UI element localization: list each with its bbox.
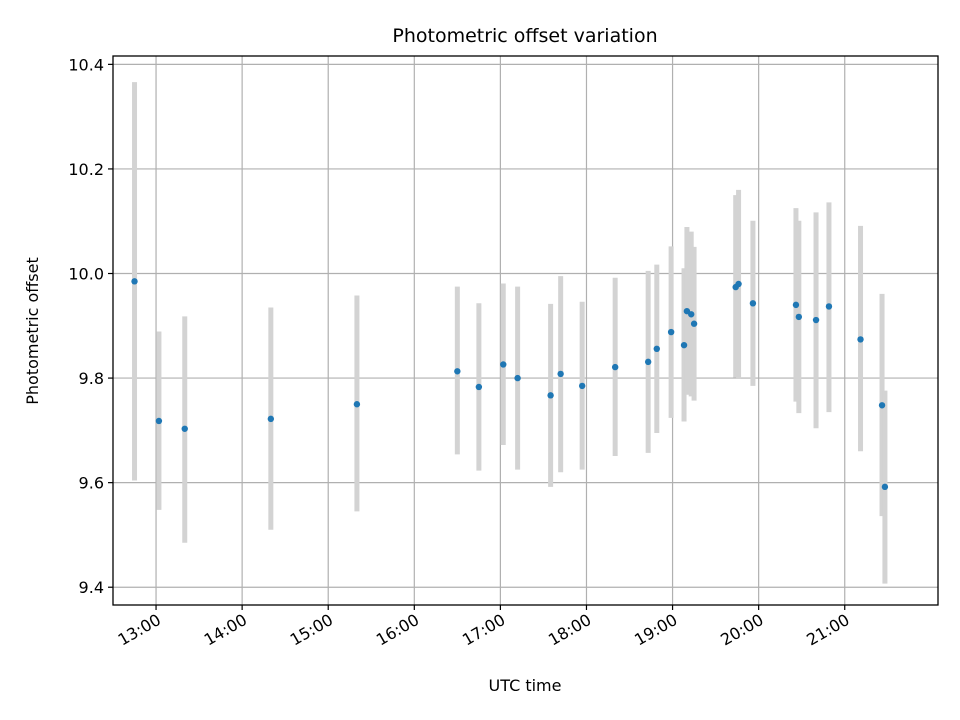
- data-points: [131, 278, 889, 491]
- chart-title: Photometric offset variation: [392, 25, 657, 47]
- data-point: [475, 383, 483, 391]
- y-axis-ticks: 9.4 9.6 9.8 10.0 10.2 10.4: [68, 55, 113, 597]
- data-point: [735, 280, 742, 288]
- data-point: [680, 341, 688, 349]
- y-tick-label: 9.4: [79, 578, 104, 597]
- data-point: [500, 361, 507, 368]
- data-point: [825, 303, 833, 310]
- plot-area-frame: [112, 55, 939, 606]
- y-tick-label: 10.4: [68, 55, 104, 74]
- data-point: [857, 336, 864, 343]
- data-point: [653, 345, 660, 352]
- data-point: [881, 483, 889, 491]
- data-point: [514, 374, 521, 382]
- y-tick-label: 9.8: [79, 369, 104, 388]
- data-point: [155, 417, 163, 425]
- data-point: [812, 316, 820, 324]
- data-point: [547, 392, 554, 399]
- y-tick-label: 9.6: [79, 474, 104, 493]
- y-tick-label: 10.0: [68, 265, 104, 284]
- x-axis-title: UTC time: [489, 676, 562, 695]
- data-point: [181, 425, 188, 432]
- data-point: [690, 320, 698, 327]
- data-point: [557, 370, 564, 378]
- data-point: [644, 358, 652, 366]
- data-point: [454, 368, 461, 375]
- x-gridlines: [155, 56, 846, 605]
- data-point: [267, 415, 275, 423]
- data-point: [611, 363, 619, 371]
- data-point: [353, 401, 361, 408]
- y-tick-label: 10.2: [68, 160, 104, 179]
- data-point: [878, 402, 886, 409]
- data-point: [688, 311, 695, 318]
- data-point: [667, 328, 675, 336]
- data-point: [795, 313, 803, 321]
- data-point: [792, 301, 800, 309]
- y-axis-title: Photometric offset: [23, 257, 42, 405]
- data-point: [749, 300, 757, 307]
- data-point: [578, 382, 586, 390]
- data-point: [131, 278, 138, 285]
